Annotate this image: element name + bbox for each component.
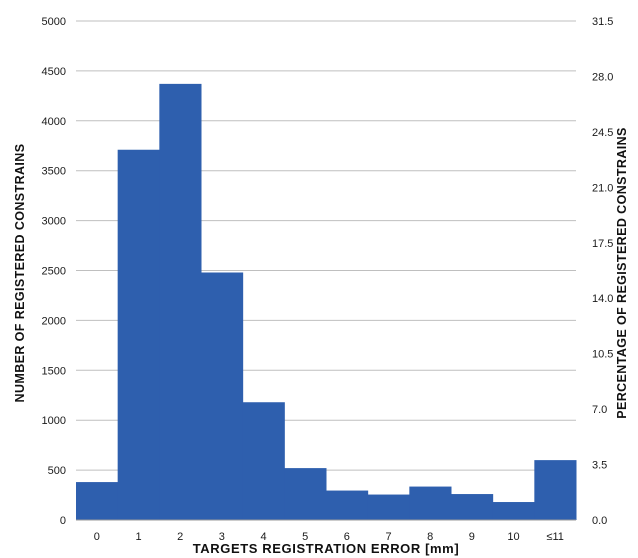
bar [201, 272, 244, 520]
y2-tick-label: 17.5 [592, 238, 613, 250]
bar [326, 490, 369, 520]
y-tick-label: 1500 [42, 365, 66, 377]
y-tick-label: 0 [60, 515, 66, 527]
y2-axis-ticks: 0.0 3.5 7.0 10.5 14.0 17.5 21.0 24.5 28.0 31.5 [592, 16, 613, 527]
x-tick-label: 8 [427, 531, 433, 543]
y-tick-label: 2500 [42, 266, 66, 278]
x-tick-label: 6 [344, 531, 350, 543]
x-tick-label: ≤11 [546, 531, 563, 543]
y-tick-label: 3000 [42, 216, 66, 228]
bar [451, 494, 494, 520]
y2-tick-label: 14.0 [592, 293, 613, 305]
x-axis-title: TARGETS REGISTRATION ERROR [mm] [193, 541, 460, 556]
y2-axis-title: PERCENTAGE OF REGISTERED CONSTRAINS [615, 127, 629, 419]
x-tick-label: 3 [219, 531, 225, 543]
y-tick-label: 3500 [42, 166, 66, 178]
x-tick-label: 2 [177, 531, 183, 543]
bar [534, 460, 577, 520]
y-tick-label: 1000 [42, 415, 66, 427]
bar [284, 468, 327, 520]
x-tick-label: 0 [94, 531, 100, 543]
y2-tick-label: 31.5 [592, 16, 613, 28]
bar [492, 502, 535, 520]
bar [409, 486, 452, 520]
x-tick-label: 5 [302, 531, 308, 543]
y2-tick-label: 24.5 [592, 127, 613, 139]
bar [242, 402, 285, 520]
y-tick-label: 500 [48, 465, 66, 477]
y-tick-label: 5000 [42, 16, 66, 28]
y-axis-ticks: 0 500 1000 1500 2000 2500 3000 3500 4000 4500 5000 [42, 16, 66, 527]
y-tick-label: 2000 [42, 315, 66, 327]
y2-tick-label: 7.0 [592, 404, 607, 416]
x-tick-label: 9 [469, 531, 475, 543]
y2-tick-label: 10.5 [592, 349, 613, 361]
bar [117, 149, 160, 520]
y2-tick-label: 3.5 [592, 460, 607, 472]
y2-tick-label: 21.0 [592, 182, 613, 194]
bar [159, 83, 202, 521]
bar [76, 482, 119, 520]
y-tick-label: 4000 [42, 116, 66, 128]
y2-tick-label: 28.0 [592, 71, 613, 83]
y-axis-title: NUMBER OF REGISTERED CONSTRAINS [13, 144, 27, 403]
bars [76, 83, 577, 521]
y-tick-label: 4500 [42, 66, 66, 78]
x-tick-label: 10 [507, 531, 519, 543]
x-axis-ticks: 0 1 2 3 4 5 6 7 8 9 10 ≤11 [94, 531, 564, 543]
bar [367, 494, 410, 520]
x-tick-label: 1 [135, 531, 141, 543]
x-tick-label: 7 [385, 531, 391, 543]
y2-tick-label: 0.0 [592, 515, 607, 527]
x-tick-label: 4 [260, 531, 266, 543]
